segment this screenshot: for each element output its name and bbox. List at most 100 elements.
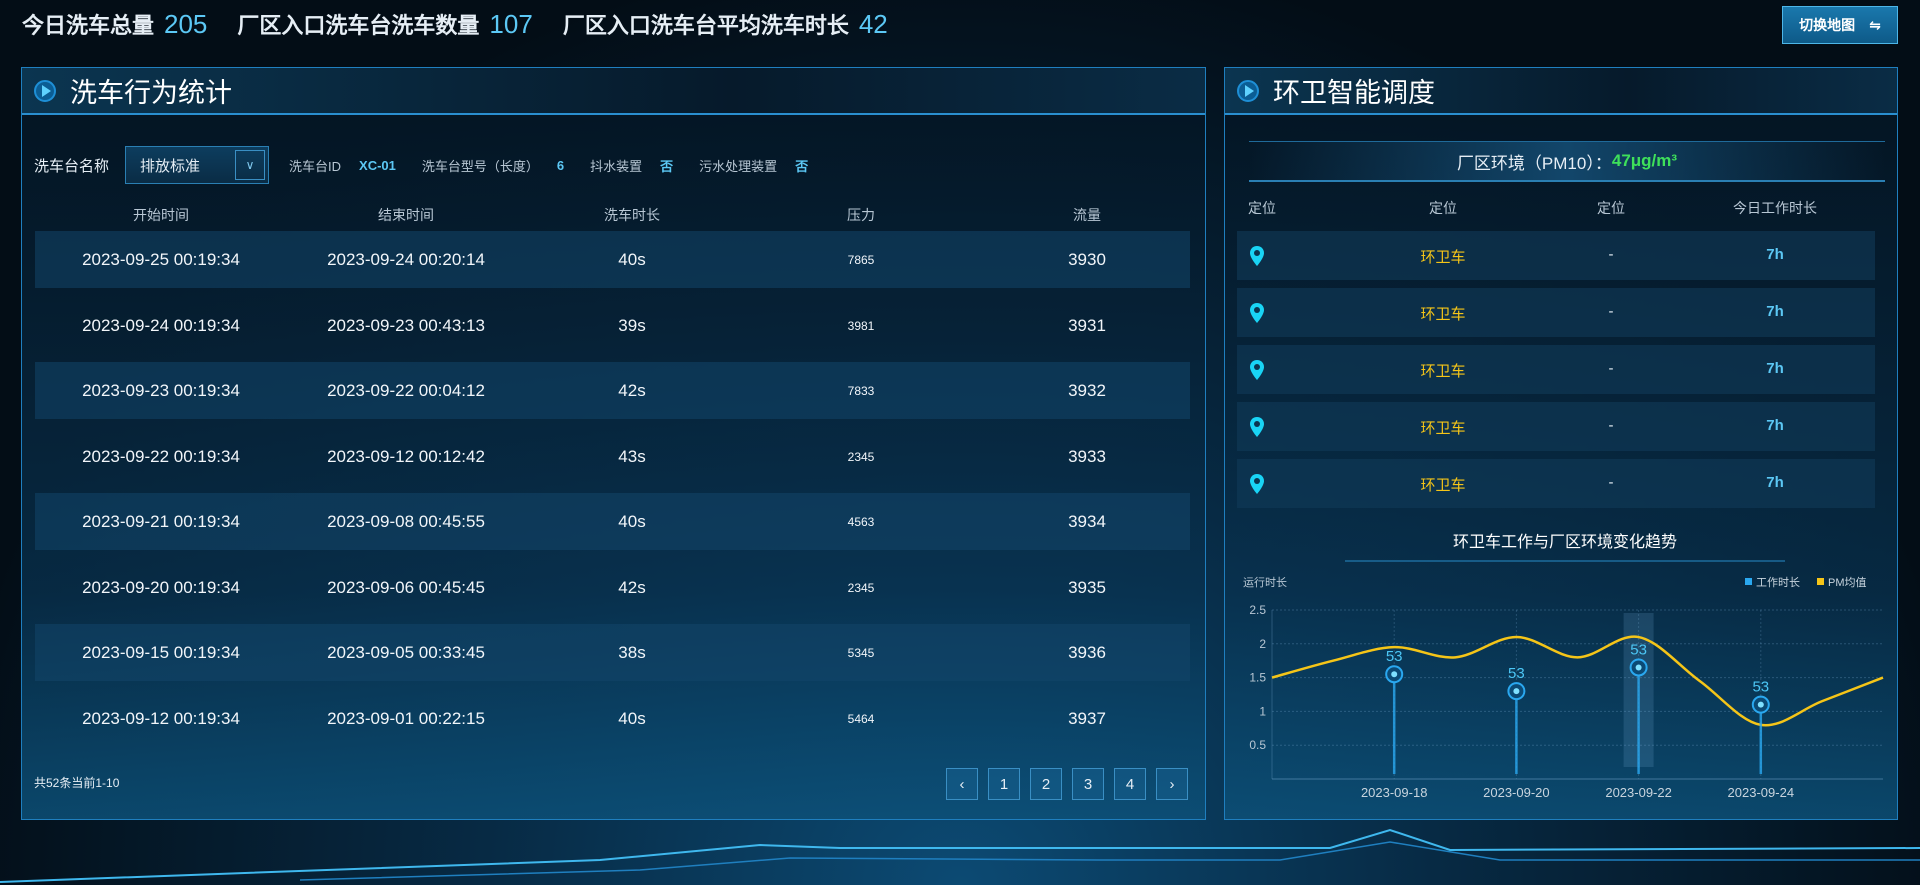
table-cell: 7833 [847,384,875,398]
drain-value: 否 [660,158,674,174]
location-pin-icon[interactable] [1249,416,1265,438]
location-pin-icon[interactable] [1249,473,1265,495]
vehicle-row[interactable]: 环卫车 - 7h [1237,345,1875,394]
x-tick-label: 2023-09-22 [1605,785,1672,800]
panel-title: 环卫智能调度 [1273,78,1435,108]
id-label: 洗车台ID [289,158,342,174]
vehicle-row[interactable]: 环卫车 - 7h [1237,288,1875,337]
page-button[interactable]: 2 [1030,768,1062,800]
summary-stats: 今日洗车总量 205 厂区入口洗车台洗车数量 107 厂区入口洗车台平均洗车时长 42 [22,8,888,40]
table-cell: 2023-09-01 00:22:15 [327,708,485,728]
vehicle-position: - [1608,417,1614,434]
legend-label[interactable]: 工作时长 [1756,576,1800,589]
panel-title: 洗车行为统计 [70,78,232,108]
drain-label: 抖水装置 [590,158,643,174]
sewage-value: 否 [795,158,809,174]
page-button[interactable]: 1 [988,768,1020,800]
column-header: 定位 [1248,200,1276,216]
location-pin-icon[interactable] [1249,359,1265,381]
pagination-summary: 共52条当前1-10 [34,776,120,790]
table-cell: 43s [618,446,646,466]
table-cell: 38s [618,643,646,662]
next-page-button[interactable]: › [1156,768,1188,800]
vehicle-row[interactable]: 环卫车 - 7h [1237,402,1875,451]
vehicle-row[interactable]: 环卫车 - 7h [1237,459,1875,508]
column-header: 结束时间 [378,207,434,223]
table-cell: 2023-09-05 00:33:45 [327,643,485,662]
vehicle-position: - [1608,360,1614,377]
vehicle-row[interactable]: 环卫车 - 7h [1237,231,1875,280]
id-value: XC-01 [359,157,396,173]
table-cell: 2023-09-23 00:19:34 [82,381,240,400]
vehicle-position: - [1608,474,1614,491]
table-row[interactable]: 2023-09-12 00:19:34 2023-09-01 00:22:15 40… [35,690,1190,747]
x-tick-label: 2023-09-18 [1361,785,1428,800]
table-cell: 40s [618,250,646,269]
stat-average-duration: 厂区入口洗车台平均洗车时长 42 [562,9,888,39]
sanitation-panel: 环卫智能调度 厂区环境（PM10）： 47μg/m³ 定位 定位 定位 今日工作时长 环… [1224,67,1898,820]
table-row[interactable]: 2023-09-22 00:19:34 2023-09-12 00:12:42 43… [35,428,1190,485]
panel-header: 洗车行为统计 [22,68,1205,115]
table-row[interactable]: 2023-09-23 00:19:34 2023-09-22 00:04:12 42… [35,362,1190,419]
table-cell: 5345 [847,646,875,660]
y-tick-label: 2.5 [1249,603,1266,617]
legend-label[interactable]: PM均值 [1828,576,1867,589]
table-cell: 3936 [1068,643,1106,662]
table-row[interactable]: 2023-09-21 00:19:34 2023-09-08 00:45:55 40… [35,493,1190,550]
table-cell: 2345 [847,449,875,464]
point-center [1635,664,1642,671]
legend-swatch [1745,578,1752,585]
table-cell: 2023-09-23 00:43:13 [327,315,485,335]
y-tick-label: 2 [1259,637,1266,651]
trend-chart: 运行时长 0.5 1 1.5 2 2.5 2023-09-18 2023-09-20 2023-… [1243,576,1884,800]
table-row[interactable]: 2023-09-25 00:19:34 2023-09-24 00:20:14 40… [35,231,1190,288]
table-cell: 2023-09-22 00:19:34 [82,446,240,466]
prev-page-button[interactable]: ‹ [946,768,978,800]
pagination: ‹ 1 2 3 4 › [946,768,1188,800]
stat-entrance-count: 厂区入口洗车台洗车数量 107 [237,9,533,39]
y-tick-label: 1 [1259,704,1266,718]
column-header: 流量 [1073,207,1101,223]
point-center [1391,671,1398,678]
y-tick-label: 0.5 [1249,738,1266,752]
table-cell: 42s [618,381,646,400]
table-cell: 3937 [1068,708,1106,728]
play-icon [34,79,56,102]
station-name-label: 洗车台名称 [34,157,110,175]
switch-map-button[interactable]: 切换地图 ⇋ [1782,6,1898,44]
work-hours: 7h [1766,474,1784,491]
column-header: 定位 [1429,200,1457,216]
table-cell: 40s [618,512,646,531]
table-cell: 2345 [847,580,875,595]
table-cell: 2023-09-24 00:20:14 [327,250,485,269]
play-icon [1237,79,1259,102]
x-tick-label: 2023-09-20 [1483,785,1550,800]
table-cell: 2023-09-22 00:04:12 [327,381,485,400]
table-row[interactable]: 2023-09-15 00:19:34 2023-09-05 00:33:45 38… [35,624,1190,681]
data-label: 53 [1508,665,1525,682]
stat-total: 今日洗车总量 205 [22,9,208,39]
location-pin-icon[interactable] [1249,245,1265,267]
x-tick-label: 2023-09-24 [1728,785,1795,800]
page-button[interactable]: 3 [1072,768,1104,800]
table-cell: 3981 [847,318,875,333]
station-select[interactable]: 排放标准 ∨ [125,146,270,184]
table-row[interactable]: 2023-09-24 00:19:34 2023-09-23 00:43:13 39… [35,297,1190,354]
pm-average-line [1271,635,1884,727]
work-hours: 7h [1766,360,1784,377]
pm10-banner: 厂区环境（PM10）： 47μg/m³ [1249,141,1885,182]
pm10-value: 47μg/m³ [1611,151,1678,170]
chart-title: 环卫车工作与厂区环境变化趋势 [1345,528,1785,562]
table-cell: 2023-09-12 00:12:42 [327,446,485,466]
work-hours: 7h [1766,417,1784,434]
column-header: 洗车时长 [604,207,660,223]
work-hours: 7h [1766,303,1784,320]
table-cell: 3934 [1068,512,1106,531]
table-cell: 3932 [1068,381,1106,400]
table-row[interactable]: 2023-09-20 00:19:34 2023-09-06 00:45:45 42… [35,559,1190,616]
table-header: 开始时间 结束时间 洗车时长 压力 流量 [35,205,1190,229]
model-label: 洗车台型号（长度） [421,158,539,174]
page-button[interactable]: 4 [1114,768,1146,800]
location-pin-icon[interactable] [1249,302,1265,324]
column-header: 定位 [1597,200,1625,216]
